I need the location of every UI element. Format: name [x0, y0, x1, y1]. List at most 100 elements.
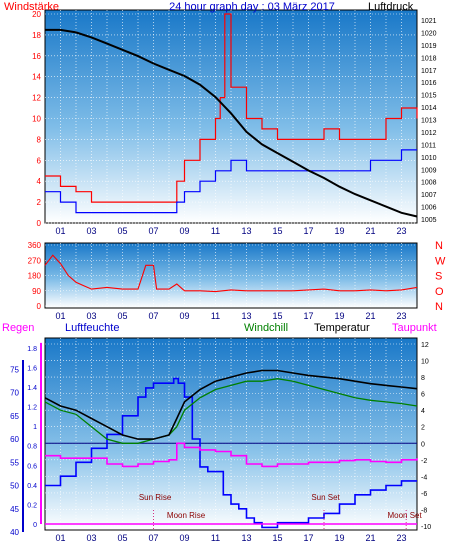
wind-average-line: [45, 149, 417, 214]
temperature-tick-label: -2: [421, 458, 427, 465]
x-tick-label: 03: [86, 311, 96, 321]
x-tick-label: 23: [396, 533, 406, 543]
x-tick-label: 09: [179, 311, 189, 321]
label-temperatur: Temperatur: [314, 322, 370, 334]
pressure-tick-label: 1010: [421, 155, 437, 162]
x-tick-label: 15: [272, 311, 282, 321]
wind-tick-label: 20: [32, 10, 41, 19]
pressure-tick-label: 1019: [421, 43, 437, 50]
temperature-tick-label: 10: [421, 359, 429, 366]
humidity-line: [45, 377, 417, 529]
pressure-tick-label: 1012: [421, 130, 437, 137]
wind-tick-label: 12: [32, 94, 41, 103]
x-tick-label: 21: [365, 533, 375, 543]
x-tick-label: 23: [396, 311, 406, 321]
wind-tick-label: 16: [32, 52, 41, 61]
wind-tick-label: 0: [37, 219, 42, 228]
rain-tick-label: 0: [33, 522, 37, 529]
label-taupunkt: Taupunkt: [392, 322, 437, 334]
pressure-tick-label: 1013: [421, 118, 437, 125]
x-tick-label: 17: [303, 533, 313, 543]
x-tick-label: 13: [241, 533, 251, 543]
wind-tick-label: 10: [32, 115, 41, 124]
x-tick-label: 07: [148, 311, 158, 321]
x-tick-label: 19: [334, 226, 344, 236]
x-tick-label: 01: [55, 226, 65, 236]
temperature-tick-label: 6: [421, 392, 425, 399]
temperature-tick-label: 0: [421, 441, 425, 448]
pressure-tick-label: 1021: [421, 18, 437, 25]
temperature-tick-label: -10: [421, 524, 431, 531]
x-tick-label: 13: [241, 226, 251, 236]
x-tick-label: 05: [117, 226, 127, 236]
x-tick-label: 21: [365, 226, 375, 236]
label-regen: Regen: [2, 322, 34, 334]
direction-tick-label: 90: [32, 287, 41, 296]
wind-tick-label: 4: [37, 177, 42, 186]
x-tick-label: 19: [334, 311, 344, 321]
x-tick-label: 03: [86, 226, 96, 236]
rain-tick-label: 1: [33, 424, 37, 431]
compass-label: N: [435, 301, 443, 313]
humidity-tick-label: 45: [10, 505, 19, 514]
x-tick-label: 09: [179, 533, 189, 543]
moon-rise-label: Moon Rise: [167, 511, 206, 520]
x-tick-label: 09: [179, 226, 189, 236]
header-title: 24 hour graph day : 03 März 2017: [169, 1, 335, 13]
humidity-tick-label: 65: [10, 412, 19, 421]
direction-tick-label: 0: [37, 302, 42, 311]
header-left-label: Windstärke: [4, 1, 59, 13]
wind-direction-line: [44, 254, 418, 293]
moon-set-label: Moon Set: [387, 511, 422, 520]
x-tick-label: 05: [117, 311, 127, 321]
compass-label: O: [435, 286, 444, 298]
x-tick-label: 19: [334, 533, 344, 543]
rain-tick-label: 1.8: [27, 346, 37, 353]
humidity-tick-label: 40: [10, 528, 19, 537]
pressure-line: [45, 28, 418, 218]
pressure-tick-label: 1018: [421, 55, 437, 62]
x-tick-label: 07: [148, 226, 158, 236]
x-tick-label: 07: [148, 533, 158, 543]
compass-label: W: [435, 255, 446, 267]
sun-rise-label: Sun Rise: [139, 493, 172, 502]
x-tick-label: 15: [272, 226, 282, 236]
temperature-line: [44, 369, 418, 440]
wind-tick-label: 8: [37, 135, 42, 144]
wind-tick-label: 2: [37, 198, 42, 207]
direction-tick-label: 360: [28, 241, 42, 250]
x-tick-label: 23: [396, 226, 406, 236]
temperature-tick-label: -8: [421, 507, 427, 514]
temperature-tick-label: 4: [421, 408, 425, 415]
rain-tick-label: 0.6: [27, 463, 37, 470]
x-tick-label: 17: [303, 311, 313, 321]
x-tick-label: 21: [365, 311, 375, 321]
x-tick-label: 03: [86, 533, 96, 543]
x-tick-label: 11: [211, 226, 220, 236]
pressure-tick-label: 1007: [421, 192, 437, 199]
label-windchill: Windchill: [244, 322, 288, 334]
temperature-tick-label: -6: [421, 491, 427, 498]
x-tick-label: 01: [55, 311, 65, 321]
pressure-tick-label: 1017: [421, 68, 437, 75]
x-tick-label: 13: [241, 311, 251, 321]
x-tick-label: 01: [55, 533, 65, 543]
humidity-tick-label: 50: [10, 482, 19, 491]
x-tick-label: 11: [211, 533, 220, 543]
temperature-tick-label: 2: [421, 425, 425, 432]
header-right-label: Luftdruck: [368, 1, 414, 13]
wind-tick-label: 6: [37, 156, 42, 165]
humidity-tick-label: 75: [10, 365, 19, 374]
pressure-tick-label: 1016: [421, 80, 437, 87]
pressure-tick-label: 1015: [421, 93, 437, 100]
dewpoint-line: [45, 442, 418, 468]
compass-label: N: [435, 240, 443, 252]
direction-tick-label: 180: [28, 272, 42, 281]
rain-tick-label: 1.2: [27, 405, 37, 412]
wind-tick-label: 18: [32, 31, 41, 40]
rain-tick-label: 0.8: [27, 444, 37, 451]
pressure-tick-label: 1008: [421, 180, 437, 187]
x-tick-label: 15: [272, 533, 282, 543]
temperature-tick-label: -4: [421, 474, 427, 481]
